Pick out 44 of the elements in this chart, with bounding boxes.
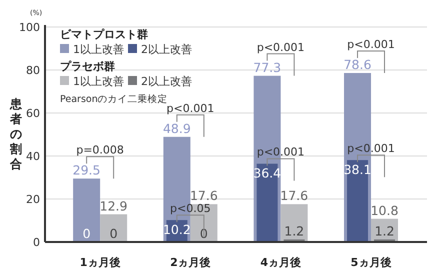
data-label: 17.6 bbox=[190, 188, 218, 204]
data-label: 0 bbox=[82, 226, 91, 241]
y-tick-label: 20 bbox=[26, 193, 40, 206]
data-label: 1.2 bbox=[284, 223, 304, 238]
data-label: 0 bbox=[110, 226, 118, 241]
y-tick-label: 0 bbox=[33, 236, 40, 249]
data-label: 78.6 bbox=[344, 57, 372, 72]
y-tick-label: 80 bbox=[26, 64, 40, 77]
data-label: 29.5 bbox=[72, 162, 101, 178]
data-label: 0 bbox=[200, 226, 208, 241]
annotation: p=0.008 bbox=[76, 144, 124, 157]
data-label: 10.8 bbox=[370, 202, 398, 218]
bar bbox=[73, 178, 100, 242]
data-label: 77.3 bbox=[253, 60, 282, 75]
data-label: 38.1 bbox=[344, 162, 372, 178]
annotation: プラセボ群 bbox=[60, 60, 115, 73]
y-tick-label: 100 bbox=[19, 21, 40, 34]
legend-label: 2以上改善 bbox=[141, 75, 192, 88]
annotation: p<0.001 bbox=[347, 38, 395, 52]
y-tick-label: 40 bbox=[26, 150, 40, 163]
data-label: 12.9 bbox=[100, 198, 128, 214]
y-tick-label: 60 bbox=[26, 107, 40, 120]
x-tick-label: 1ヵ月後 bbox=[80, 256, 120, 269]
annotation: p<0.001 bbox=[166, 102, 214, 115]
x-tick-label: 5ヵ月後 bbox=[350, 256, 392, 269]
y-axis-title: 患者の割合 bbox=[9, 97, 23, 171]
annotation: p<0.001 bbox=[256, 146, 305, 159]
annotation: ビマトプロスト群 bbox=[60, 28, 148, 41]
x-tick-label: 2ヵ月後 bbox=[170, 256, 211, 269]
legend-label: 1以上改善 bbox=[73, 43, 124, 56]
legend-label: 1以上改善 bbox=[73, 75, 124, 88]
data-label: 10.2 bbox=[162, 222, 191, 238]
data-label: 17.6 bbox=[280, 188, 308, 204]
x-tick-label: 4ヵ月後 bbox=[260, 256, 302, 269]
data-label: 48.9 bbox=[162, 120, 191, 136]
annotation: p<0.001 bbox=[256, 40, 305, 54]
bar bbox=[280, 204, 308, 242]
annotation: p<0.05 bbox=[170, 202, 211, 216]
data-label: 1.2 bbox=[374, 223, 394, 238]
data-label: 36.4 bbox=[253, 166, 282, 181]
legend-label: 2以上改善 bbox=[141, 43, 192, 56]
annotation: p<0.001 bbox=[347, 142, 395, 156]
annotation: Pearsonのカイ二乗検定 bbox=[60, 93, 168, 105]
bar bbox=[100, 214, 128, 242]
